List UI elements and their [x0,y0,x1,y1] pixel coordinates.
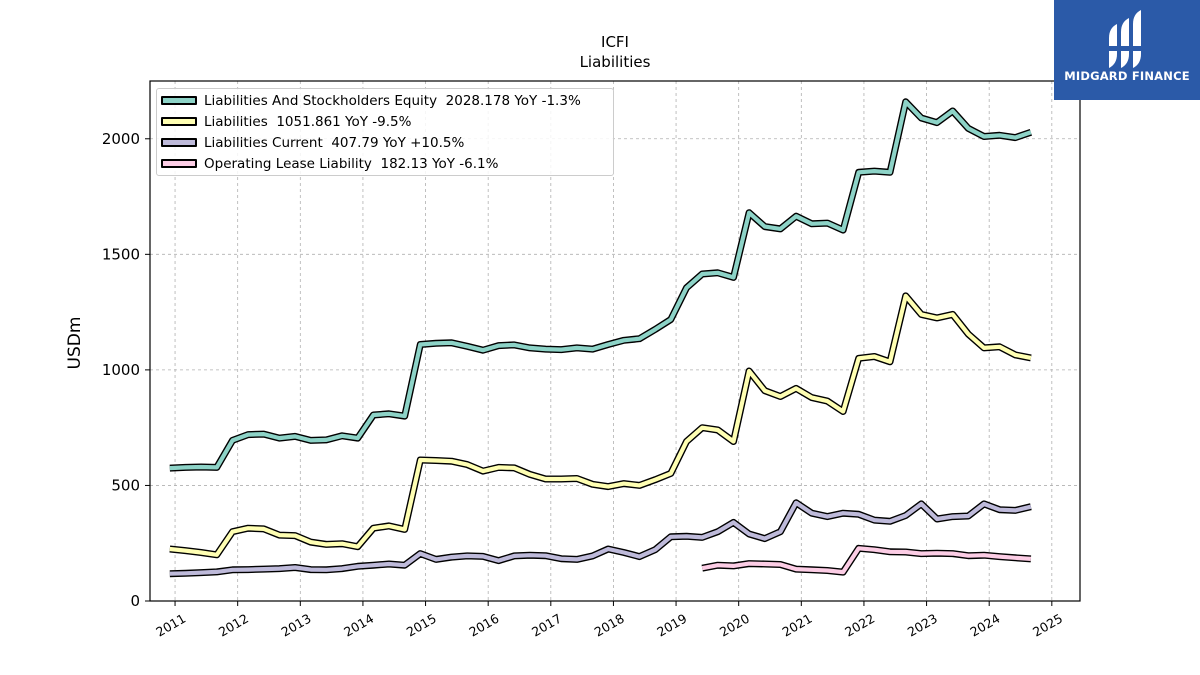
series-line-liabilities-and-stockholders-equity [169,99,1032,471]
plot-frame [149,80,1081,602]
series-layer [169,98,1033,578]
series-line-liabilities-current [169,500,1032,576]
x-tick-label: 2020 [717,611,752,640]
logo-text: MIDGARD FINANCE [1064,69,1190,83]
legend-swatch-liabilities [161,117,197,126]
x-tick-label: 2014 [341,611,376,640]
x-tick-label: 2013 [279,611,314,640]
x-tick-label: 2018 [592,611,627,640]
x-tick-label: 2019 [654,611,689,640]
legend-label-equity: Liabilities And Stockholders Equity 2028… [204,92,581,109]
x-tick-label: 2021 [780,611,815,640]
legend-swatch-current [161,138,197,147]
x-tick-label: 2011 [153,611,188,640]
chart-title: ICFI [601,33,629,51]
y-tick-label: 1000 [102,361,140,379]
legend-label-liabilities: Liabilities 1051.861 YoY -9.5% [204,113,412,130]
chart-legend: Liabilities And Stockholders Equity 2028… [156,88,614,176]
y-axis-label: USDm [65,317,85,370]
x-tick-label: 2024 [967,611,1002,640]
legend-label-current: Liabilities Current 407.79 YoY +10.5% [204,134,465,151]
x-tick-label: 2012 [216,611,251,640]
series-outline-operating-lease-liability [701,544,1032,576]
legend-swatch-equity [161,96,197,105]
x-tick-label: 2022 [842,611,877,640]
x-tick-label: 2016 [466,611,501,640]
chart-subtitle: Liabilities [580,53,651,71]
legend-item-lease: Operating Lease Liability 182.13 YoY -6.… [161,153,498,174]
axes: 2011 2012 2013 2014 2015 2016 2017 2018 2019 2020… [102,130,1065,640]
legend-item-liabilities: Liabilities 1051.861 YoY -9.5% [161,111,411,132]
legend-label-lease: Operating Lease Liability 182.13 YoY -6.… [204,155,499,172]
x-tick-label: 2017 [529,611,564,640]
y-tick-label: 2000 [102,130,140,148]
legend-swatch-lease [161,159,197,168]
logo-icon [1107,10,1143,68]
legend-item-equity: Liabilities And Stockholders Equity 2028… [161,90,581,111]
series-line-operating-lease-liability [701,546,1032,575]
brand-logo: MIDGARD FINANCE [1054,0,1200,100]
x-tick-label: 2015 [404,611,439,640]
legend-item-current: Liabilities Current 407.79 YoY +10.5% [161,132,464,153]
x-tick-label: 2023 [905,611,940,640]
x-tick-label: 2025 [1030,611,1065,640]
y-tick-label: 0 [130,592,140,610]
y-tick-label: 500 [111,476,140,494]
y-tick-label: 1500 [102,245,140,263]
series-line-liabilities [169,293,1032,557]
